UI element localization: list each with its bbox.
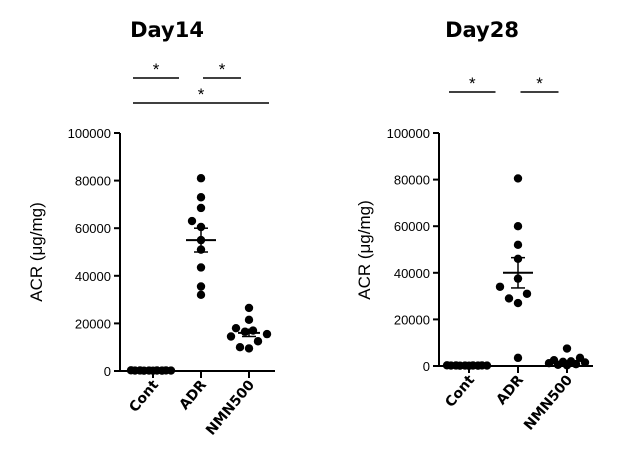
data-point — [135, 366, 145, 375]
data-point — [513, 353, 523, 363]
data-point — [442, 361, 452, 370]
data-point — [231, 323, 241, 333]
data-point — [196, 174, 206, 183]
y-tick-label: 80000 — [394, 173, 430, 188]
data-point — [513, 222, 523, 231]
significance-star: * — [153, 60, 160, 79]
panel-day28: Day28 0 20000 40000 60000 80000 100000 ACR (μg/… — [355, 18, 593, 434]
chart-title: Day14 — [130, 18, 204, 42]
data-point — [226, 332, 236, 341]
data-point — [495, 282, 505, 291]
significance-star: * — [469, 74, 476, 93]
data-point — [513, 240, 523, 250]
y-tick-label: 20000 — [394, 312, 430, 327]
y-tick-label: 40000 — [75, 269, 111, 284]
data-point — [196, 263, 206, 272]
x-tick-label: NMN500 — [203, 377, 258, 438]
data-point — [562, 344, 572, 353]
data-point — [504, 294, 514, 303]
data-point — [244, 303, 254, 313]
panel-day14: Day14 0 20000 40000 60000 80000 100000 ACR (μg/… — [27, 18, 275, 439]
x-tick-label: Cont — [126, 377, 162, 416]
data-point — [513, 298, 523, 308]
data-point — [196, 222, 206, 232]
data-point — [126, 366, 136, 375]
y-tick-label: 100000 — [387, 126, 430, 141]
y-tick-label: 20000 — [75, 316, 111, 331]
x-tick-label: ADR — [493, 372, 527, 408]
y-tick-label: 60000 — [394, 219, 430, 234]
data-point — [244, 315, 254, 325]
x-tick-label: NMN500 — [521, 372, 576, 433]
x-tick-label: Cont — [442, 372, 478, 411]
y-axis-label: ACR (μg/mg) — [27, 202, 46, 302]
data-point — [262, 329, 272, 339]
data-point — [166, 366, 176, 375]
data-point — [482, 361, 492, 370]
data-point — [580, 358, 590, 367]
y-tick-label: 60000 — [75, 221, 111, 236]
significance-star: * — [219, 60, 226, 79]
data-point — [196, 203, 206, 213]
y-tick-label: 80000 — [75, 174, 111, 189]
data-point — [522, 289, 532, 298]
y-tick-label: 40000 — [394, 266, 430, 281]
chart-title: Day28 — [445, 18, 519, 42]
data-point — [187, 216, 197, 226]
y-axis-label: ACR (μg/mg) — [355, 200, 374, 300]
data-point — [196, 290, 206, 300]
data-point — [196, 282, 206, 291]
data-point — [513, 174, 523, 183]
data-point — [235, 343, 245, 352]
data-point — [253, 337, 263, 346]
data-point — [544, 359, 554, 368]
x-tick-label: ADR — [176, 377, 210, 413]
data-point — [244, 344, 254, 353]
y-tick-label: 0 — [423, 359, 430, 374]
data-point — [451, 361, 461, 370]
significance-star: * — [198, 85, 205, 104]
y-tick-label: 100000 — [68, 126, 111, 141]
significance-star: * — [536, 74, 543, 93]
data-point — [196, 193, 206, 202]
y-tick-label: 0 — [104, 364, 111, 379]
